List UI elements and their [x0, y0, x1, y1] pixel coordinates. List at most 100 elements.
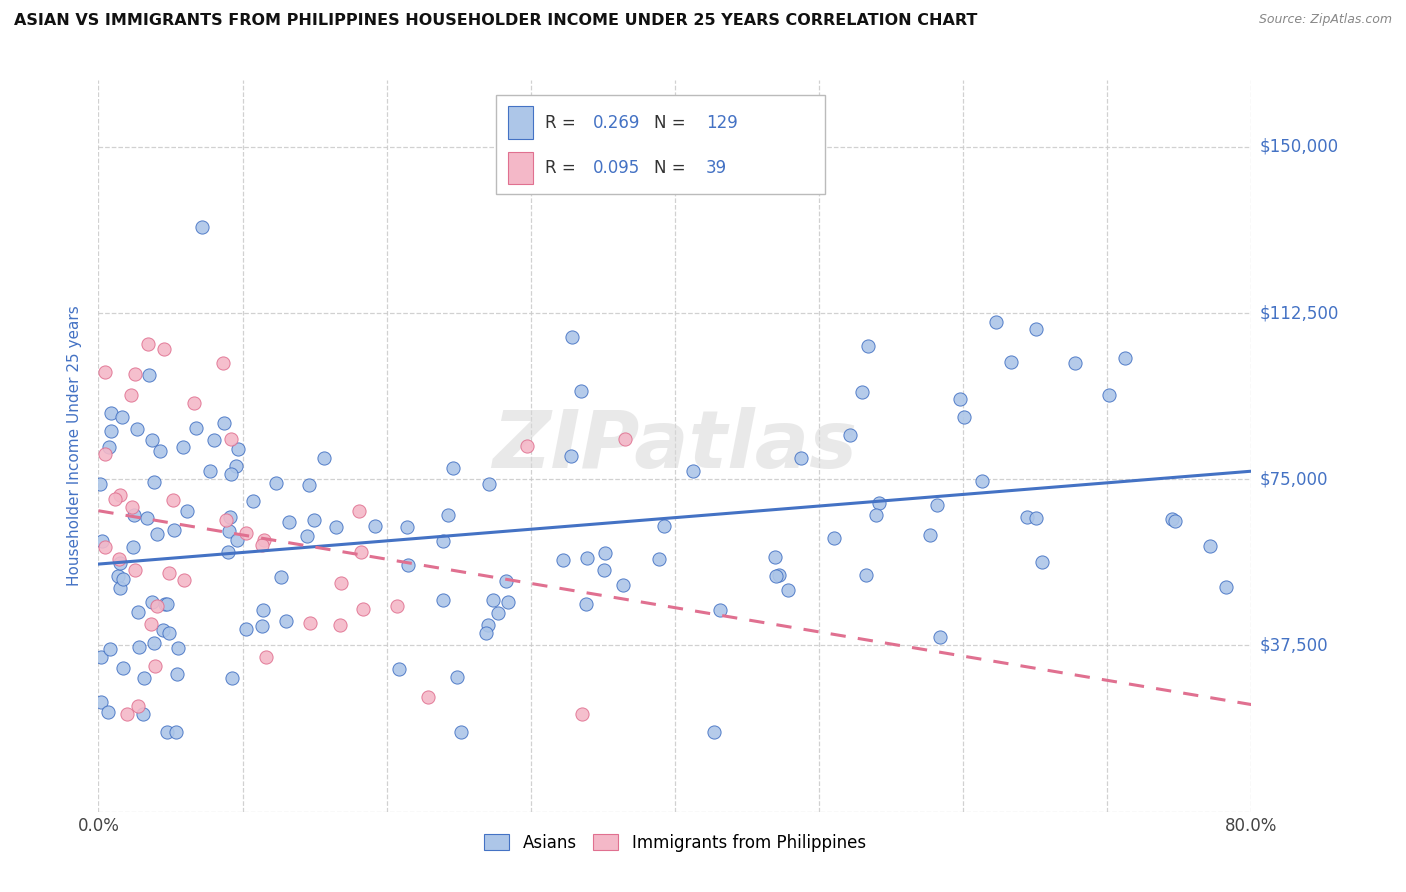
Point	[418, 690, 440, 704]
Point	[264, 475, 287, 490]
Point	[128, 640, 150, 654]
Point	[592, 563, 614, 577]
Point	[765, 569, 787, 583]
Point	[1160, 512, 1182, 526]
Point	[90, 650, 112, 665]
Text: $150,000: $150,000	[1260, 137, 1339, 156]
Point	[162, 492, 184, 507]
Point	[868, 496, 890, 510]
Point	[441, 460, 464, 475]
Point	[120, 388, 142, 402]
Point	[350, 545, 373, 559]
Point	[1163, 514, 1185, 528]
Point	[108, 556, 131, 570]
Point	[486, 606, 509, 620]
Point	[226, 533, 249, 548]
Point	[146, 527, 169, 541]
Point	[953, 410, 976, 425]
Point	[1215, 580, 1237, 594]
Point	[495, 574, 517, 588]
Point	[219, 432, 242, 446]
Y-axis label: Householder Income Under 25 years: Householder Income Under 25 years	[67, 306, 83, 586]
Point	[143, 659, 166, 673]
Point	[553, 552, 575, 566]
Point	[152, 623, 174, 637]
Point	[124, 368, 146, 382]
FancyBboxPatch shape	[508, 152, 533, 185]
Point	[212, 356, 235, 370]
Text: 0.269: 0.269	[593, 113, 640, 131]
Point	[215, 513, 238, 527]
Point	[330, 576, 353, 591]
Point	[221, 672, 243, 686]
Point	[250, 538, 273, 552]
Point	[141, 595, 163, 609]
Text: 0.095: 0.095	[593, 159, 640, 177]
Point	[226, 442, 249, 456]
Point	[949, 392, 972, 406]
Point	[569, 384, 592, 399]
Point	[450, 725, 472, 739]
Point	[98, 641, 121, 656]
Text: N =: N =	[654, 113, 690, 131]
Point	[108, 552, 131, 566]
Point	[250, 619, 273, 633]
Point	[107, 569, 129, 583]
Point	[925, 498, 948, 512]
Point	[155, 725, 177, 739]
Point	[166, 667, 188, 681]
Point	[1025, 510, 1047, 524]
Point	[214, 416, 236, 430]
Point	[91, 534, 114, 549]
Point	[94, 365, 117, 379]
Point	[648, 552, 671, 566]
Point	[682, 464, 704, 478]
Point	[165, 725, 187, 739]
Text: $112,500: $112,500	[1260, 304, 1339, 322]
Point	[124, 563, 146, 577]
Point	[1000, 355, 1022, 369]
Point	[184, 420, 207, 434]
Point	[122, 508, 145, 522]
Point	[112, 572, 135, 586]
Point	[191, 220, 214, 235]
Point	[200, 464, 222, 478]
Point	[613, 432, 636, 446]
Point	[121, 500, 143, 515]
Point	[131, 706, 153, 721]
Point	[823, 531, 845, 545]
Point	[111, 410, 134, 425]
Point	[790, 450, 813, 465]
Point	[352, 602, 374, 616]
Text: R =: R =	[544, 159, 581, 177]
Point	[252, 603, 274, 617]
Point	[157, 625, 180, 640]
Point	[1025, 322, 1047, 336]
Point	[1098, 388, 1121, 402]
Point	[703, 725, 725, 739]
Point	[97, 705, 120, 719]
Point	[127, 699, 149, 714]
Point	[125, 422, 148, 436]
Point	[93, 447, 115, 461]
Point	[1199, 539, 1222, 553]
Text: 129: 129	[706, 113, 738, 131]
Point	[478, 476, 501, 491]
Point	[225, 459, 247, 474]
Point	[278, 515, 301, 529]
Point	[100, 406, 122, 420]
Point	[385, 599, 408, 613]
Point	[142, 636, 165, 650]
Point	[1031, 555, 1053, 569]
Point	[163, 523, 186, 537]
Point	[652, 518, 675, 533]
Point	[298, 477, 321, 491]
Point	[173, 573, 195, 587]
Point	[475, 626, 498, 640]
Text: Source: ZipAtlas.com: Source: ZipAtlas.com	[1258, 13, 1392, 27]
Point	[347, 503, 370, 517]
Point	[432, 533, 454, 548]
Point	[778, 582, 800, 597]
Point	[100, 424, 122, 438]
Point	[149, 444, 172, 458]
